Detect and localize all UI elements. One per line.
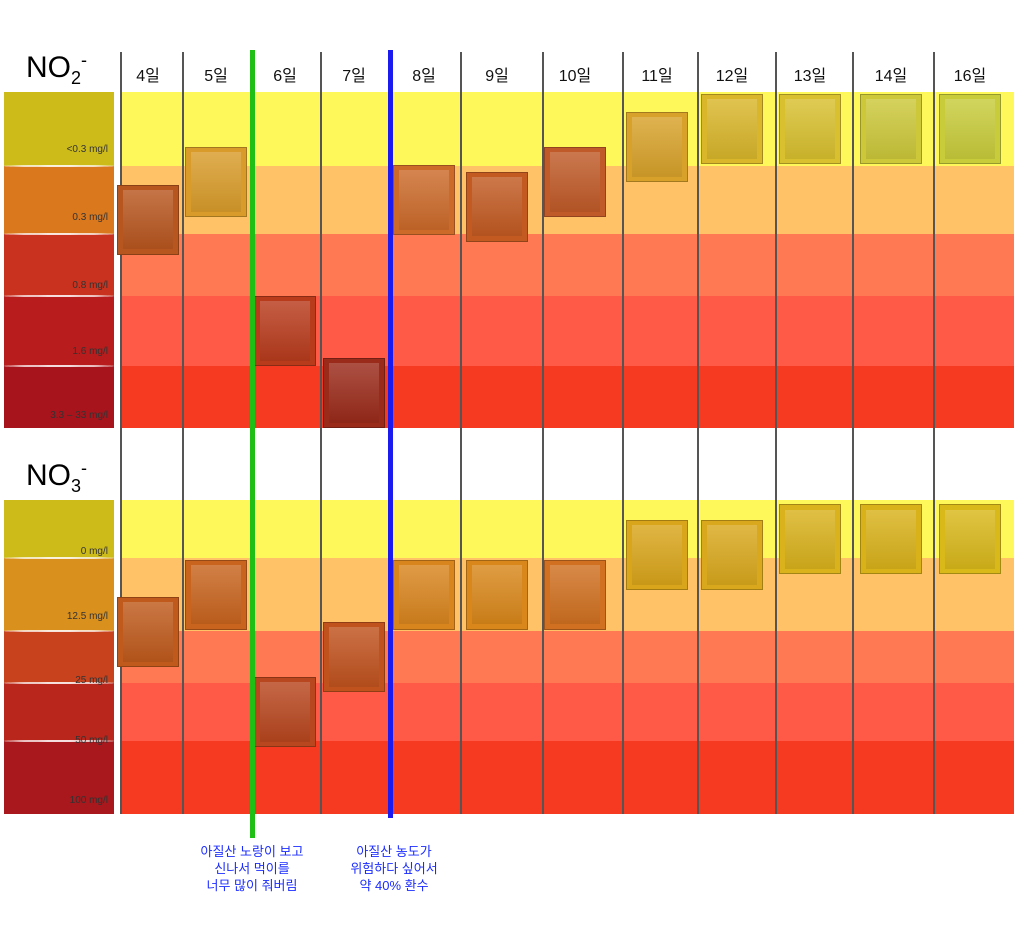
column-divider-12 <box>933 52 935 814</box>
no2-sample-2 <box>185 147 247 218</box>
no3-ref-divider-4 <box>4 740 114 742</box>
no3-ref-divider-3 <box>4 682 114 684</box>
column-divider-11 <box>852 52 854 814</box>
no3-formula: NO <box>26 459 71 492</box>
column-divider-1 <box>120 52 122 814</box>
green-note-line-1: 아질산 노랑이 보고 <box>200 844 304 859</box>
blue-note-line-1: 아질산 농도가 <box>356 844 432 859</box>
no2-sample-3 <box>254 296 316 366</box>
blue-marker-line <box>388 50 393 818</box>
day-label-9: 12일 <box>715 68 749 85</box>
no2-sample-7 <box>544 147 606 218</box>
no2-ref-segment-4 <box>4 296 114 366</box>
green-marker-note: 아질산 노랑이 보고 신나서 먹이를 너무 많이 줘버림 <box>172 843 332 894</box>
no3-sample-3 <box>254 677 316 747</box>
no3-sample-6 <box>466 559 528 630</box>
day-label-8: 11일 <box>641 68 673 85</box>
no2-ref-divider-4 <box>4 365 114 367</box>
blue-note-line-2: 위험하다 싶어서 <box>350 861 438 876</box>
day-label-2: 5일 <box>204 68 228 85</box>
no3-ref-label-3: 25 mg/l <box>75 675 108 686</box>
no2-sample-9 <box>701 94 763 164</box>
column-divider-8 <box>622 52 624 814</box>
no2-ref-label-5: 3.3 – 33 mg/l <box>50 410 108 421</box>
no3-subscript: 3 <box>71 476 82 496</box>
no2-ref-divider-3 <box>4 295 114 297</box>
day-label-7: 10일 <box>558 68 592 85</box>
no2-sample-4 <box>323 358 385 428</box>
no2-ref-segment-2 <box>4 166 114 234</box>
no3-ref-label-5: 100 mg/l <box>69 795 108 806</box>
no2-sample-5 <box>393 165 455 235</box>
green-note-line-3: 너무 많이 줘버림 <box>206 878 298 893</box>
column-divider-6 <box>460 52 462 814</box>
no2-ref-label-1: <0.3 mg/l <box>66 144 108 155</box>
no2-reference-strip: <0.3 mg/l 0.3 mg/l 0.8 mg/l 1.6 mg/l 3.3 – 3… <box>4 92 114 428</box>
day-label-10: 13일 <box>793 68 827 85</box>
no2-formula: NO <box>26 51 71 84</box>
no2-sample-8 <box>626 111 688 182</box>
no3-ref-segment-4 <box>4 683 114 741</box>
no3-sample-5 <box>393 559 455 630</box>
column-divider-9 <box>697 52 699 814</box>
no2-ref-segment-5 <box>4 366 114 428</box>
no3-sample-9 <box>701 520 763 591</box>
no2-level-band-3 <box>120 234 1014 296</box>
no2-ref-segment-1 <box>4 92 114 166</box>
no3-ref-label-4: 50 mg/l <box>75 735 108 746</box>
no3-sample-4 <box>323 622 385 692</box>
green-note-line-2: 신나서 먹이를 <box>214 861 290 876</box>
column-divider-10 <box>775 52 777 814</box>
blue-note-line-3: 약 40% 환수 <box>359 878 429 893</box>
no2-superscript: - <box>81 50 88 70</box>
column-divider-7 <box>542 52 544 814</box>
no2-level-band-5 <box>120 366 1014 428</box>
no2-sample-10 <box>779 94 841 164</box>
day-label-4: 7일 <box>342 68 366 85</box>
no2-sample-12 <box>939 94 1001 164</box>
green-marker-line <box>250 50 255 838</box>
no3-sample-1 <box>117 597 179 667</box>
day-label-3: 6일 <box>273 68 297 85</box>
no2-ref-label-4: 1.6 mg/l <box>72 346 108 357</box>
day-label-6: 9일 <box>485 68 509 85</box>
no3-sample-8 <box>626 520 688 591</box>
no3-ref-divider-2 <box>4 630 114 632</box>
no3-sample-12 <box>939 504 1001 575</box>
no2-ref-segment-3 <box>4 234 114 296</box>
blue-marker-note: 아질산 농도가 위험하다 싶어서 약 40% 환수 <box>314 843 474 894</box>
no3-level-band-5 <box>120 741 1014 814</box>
no2-sample-1 <box>117 184 179 255</box>
no3-sample-7 <box>544 559 606 630</box>
no3-superscript: - <box>81 458 88 478</box>
no2-sample-11 <box>860 94 922 164</box>
no2-ref-divider-1 <box>4 165 114 167</box>
column-divider-4 <box>320 52 322 814</box>
no3-ref-label-2: 12.5 mg/l <box>66 611 108 622</box>
no2-subscript: 2 <box>71 68 82 88</box>
no2-ref-label-2: 0.3 mg/l <box>72 212 108 223</box>
no3-ref-label-1: 0 mg/l <box>80 546 108 557</box>
no2-ref-divider-2 <box>4 233 114 235</box>
no2-sample-6 <box>466 171 528 242</box>
day-label-11: 14일 <box>874 68 908 85</box>
no3-level-band-3 <box>120 631 1014 683</box>
no3-sample-2 <box>185 559 247 630</box>
no3-sample-11 <box>860 504 922 575</box>
no3-ref-segment-3 <box>4 631 114 683</box>
no3-reference-strip: 0 mg/l 12.5 mg/l 25 mg/l 50 mg/l 100 mg/l <box>4 500 114 814</box>
no3-title: NO3- <box>26 458 87 497</box>
no3-sample-10 <box>779 504 841 575</box>
no3-ref-segment-1 <box>4 500 114 558</box>
day-label-5: 8일 <box>412 68 436 85</box>
no2-title: NO2- <box>26 50 87 89</box>
day-label-1: 4일 <box>136 68 160 85</box>
no3-ref-divider-1 <box>4 557 114 559</box>
no3-ref-segment-5 <box>4 741 114 814</box>
no2-ref-label-3: 0.8 mg/l <box>72 280 108 291</box>
no3-ref-segment-2 <box>4 558 114 631</box>
day-label-12: 16일 <box>953 68 987 85</box>
column-divider-2 <box>182 52 184 814</box>
